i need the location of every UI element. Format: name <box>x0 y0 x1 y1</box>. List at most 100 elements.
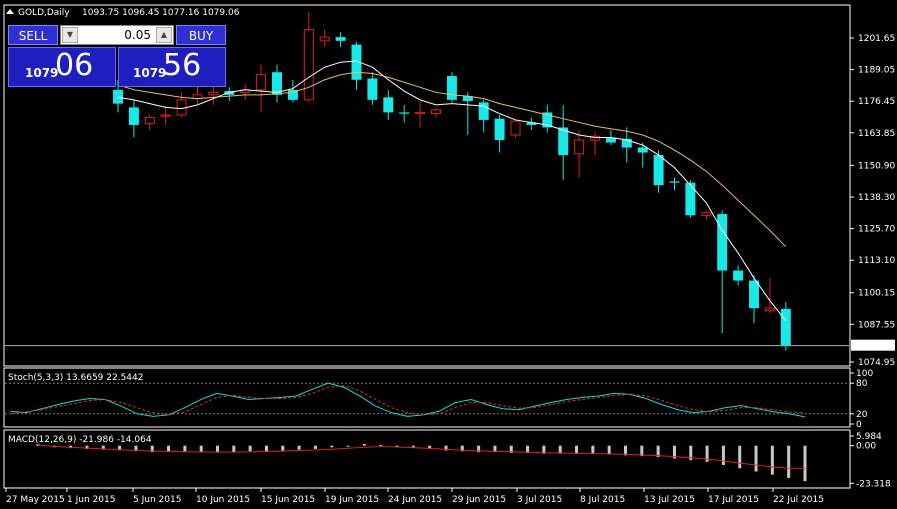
collapse-arrow-icon[interactable] <box>6 9 14 14</box>
time-axis: 27 May 2015 1 Jun 2015 5 Jun 2015 10 Jun 20… <box>5 488 824 505</box>
ask-price-display[interactable]: 1079 56 <box>118 47 226 87</box>
chart-ohlc-readout: 1093.75 1096.45 1077.16 1079.06 <box>82 8 240 18</box>
candle-body-bear <box>621 138 632 148</box>
time-tick-label: 5 Jun 2015 <box>133 495 181 505</box>
price-axis: 1201.65 1189.05 1176.45 1163.85 1150.90 1138.… <box>850 34 895 368</box>
macd-histogram-bar <box>803 445 807 482</box>
macd-tick-label: 0.00 <box>856 442 876 452</box>
macd-histogram-bar <box>754 445 758 472</box>
macd-histogram-bar <box>689 445 693 461</box>
time-tick-label: 8 Jul 2015 <box>580 495 625 505</box>
candle-body-bear <box>542 112 553 128</box>
macd-histogram-bar <box>656 445 660 457</box>
macd-histogram-bar <box>738 445 742 469</box>
macd-histogram-bar <box>232 445 236 453</box>
candle-body-bull <box>431 109 441 115</box>
current-price-marker <box>851 339 895 351</box>
price-tick-label: 1100.15 <box>858 289 895 299</box>
buy-button[interactable]: BUY <box>176 25 226 45</box>
candle-body-bear <box>399 112 410 114</box>
price-plot <box>4 12 850 351</box>
candle-body-bull <box>510 120 521 136</box>
macd-histogram-bar <box>444 445 448 451</box>
macd-histogram-bar <box>330 445 334 448</box>
price-tick-label: 1176.45 <box>858 97 895 107</box>
stoch-title: Stoch(5,3,3) 13.6659 22.5442 <box>8 373 143 383</box>
time-tick-label: 3 Jul 2015 <box>517 495 562 505</box>
sell-button[interactable]: SELL <box>8 25 58 45</box>
candle-body-bull <box>574 139 585 155</box>
macd-histogram-bar <box>770 445 774 475</box>
macd-histogram-bar <box>607 445 611 455</box>
time-tick-label: 24 Jun 2015 <box>388 495 442 505</box>
macd-histogram-bar <box>150 445 154 453</box>
macd-histogram-bar <box>395 445 399 447</box>
fast-moving-average-line <box>117 60 787 322</box>
candle-body-bear <box>605 137 616 143</box>
stoch-tick-label: 100 <box>856 369 873 379</box>
price-tick-label: 1189.05 <box>858 66 895 76</box>
candle-body-bull <box>415 111 426 115</box>
candle-body-bull <box>701 212 712 216</box>
price-tick-label: 1113.10 <box>858 256 895 266</box>
current-price-label: 1079.06 <box>855 342 892 352</box>
candle-body-bear <box>335 37 346 41</box>
one-click-trading-panel: SELL ▼ 0.05 ▲ BUY 1079 06 1079 56 <box>8 25 226 87</box>
macd-histogram-bar <box>428 445 432 449</box>
time-tick-label: 10 Jun 2015 <box>196 495 250 505</box>
time-tick-label: 22 Jul 2015 <box>773 495 824 505</box>
stoch-tick-label: 20 <box>856 410 868 420</box>
candle-body-bear <box>558 127 569 156</box>
macd-panel-frame <box>3 429 851 489</box>
macd-histogram-bar <box>264 445 268 452</box>
macd-histogram-bar <box>216 445 220 453</box>
lot-decrease-icon[interactable]: ▼ <box>62 27 78 43</box>
candle-body-bear <box>113 89 123 104</box>
price-tick-label: 1087.55 <box>858 320 895 330</box>
macd-signal-line <box>37 444 806 469</box>
bid-price-display[interactable]: 1079 06 <box>8 47 116 87</box>
macd-histogram-bar <box>281 445 285 451</box>
macd-histogram-bar <box>379 444 383 446</box>
price-tick-label: 1163.85 <box>858 129 895 139</box>
macd-histogram-bar <box>672 445 676 459</box>
candle-body-bull <box>764 307 775 312</box>
candle-body-bull <box>319 36 330 42</box>
candle-body-bear <box>478 102 489 120</box>
macd-histogram-bar <box>183 445 187 453</box>
macd-histogram-bar <box>558 445 562 454</box>
macd-title: MACD(12,26,9) -21.986 -14.064 <box>8 435 152 445</box>
price-tick-label: 1074.95 <box>858 358 895 368</box>
candle-body-bear <box>685 182 696 216</box>
slow-moving-average-line <box>117 71 787 248</box>
stoch-panel-frame <box>3 367 851 428</box>
macd-histogram-bar <box>460 445 464 452</box>
macd-histogram-bar <box>362 444 366 446</box>
macd-histogram-bar <box>493 445 497 453</box>
lot-size-value[interactable]: 0.05 <box>124 28 151 42</box>
lot-increase-icon[interactable]: ▲ <box>156 27 172 43</box>
macd-histogram-bar <box>85 445 89 449</box>
macd-histogram-bar <box>477 445 481 453</box>
candle-body-bear <box>446 76 457 100</box>
macd-histogram-bar <box>721 445 725 466</box>
candle-body-bear <box>224 91 235 95</box>
ask-price-prefix: 1079 <box>133 66 167 80</box>
stoch-main-line <box>9 382 806 418</box>
price-tick-label: 1150.90 <box>858 161 895 171</box>
macd-histogram-bar <box>118 445 122 451</box>
lot-size-stepper[interactable]: ▼ 0.05 ▲ <box>60 25 174 45</box>
macd-histogram-bar <box>248 445 252 452</box>
bid-price-pips: 06 <box>55 48 94 83</box>
candle-body-bear <box>780 308 791 346</box>
candle-body-bear <box>462 96 473 102</box>
main-chart-frame <box>3 4 851 367</box>
macd-histogram-bar <box>575 445 579 454</box>
stoch-tick-label: 80 <box>856 379 868 389</box>
candle-body-bear <box>383 97 394 113</box>
macd-histogram-bar <box>134 445 138 452</box>
price-tick-label: 1125.70 <box>858 225 895 235</box>
macd-tick-label: -23.318 <box>856 479 891 489</box>
